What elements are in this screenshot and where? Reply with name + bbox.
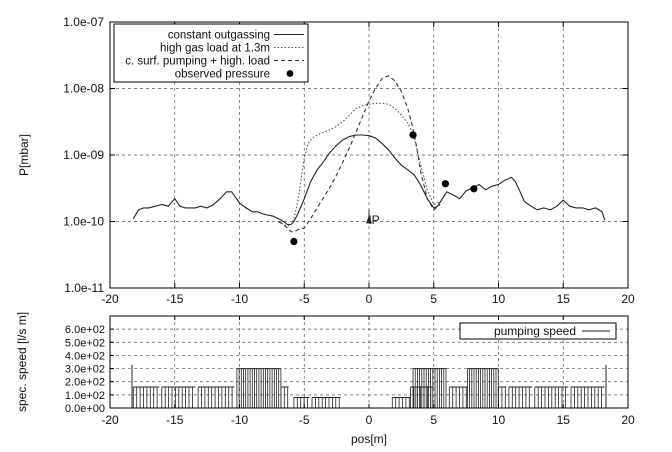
pumping-legend-box	[459, 322, 617, 340]
x-tick-label: -10	[231, 292, 249, 306]
series-line-c-surf-pumping-high-load	[278, 75, 441, 233]
y-tick-label: 1.0e-11	[64, 281, 104, 295]
x-tick-label: -20	[101, 413, 119, 427]
pumping-segment	[391, 396, 411, 408]
observed-pressure-point	[409, 131, 417, 139]
x-tick-label: 15	[557, 292, 571, 306]
observed-pressure-point	[441, 180, 450, 188]
pressure-series	[132, 75, 606, 233]
y-tick-label: 1.0e-08	[63, 82, 104, 96]
y-tick-label: 5.0e+02	[65, 337, 105, 349]
pumping-x-axis-label: pos[m]	[351, 432, 387, 446]
x-tick-label: -5	[299, 413, 310, 427]
observed-pressure-point	[290, 237, 298, 246]
legend-label: observed pressure	[175, 69, 270, 81]
pumping-segment	[311, 396, 341, 408]
pumping-segment	[161, 386, 196, 408]
x-tick-label: 5	[430, 292, 437, 306]
x-tick-label: -15	[166, 292, 184, 306]
pumping-segment	[534, 386, 569, 408]
y-tick-label: 6.0e+02	[65, 324, 105, 336]
y-tick-label: 1.0e-07	[63, 15, 104, 29]
y-tick-label: 1.0e-10	[63, 215, 104, 229]
pumping-segment	[197, 386, 235, 408]
x-tick-label: 0	[366, 413, 373, 427]
legend-label: constant outgassing	[168, 30, 270, 42]
y-tick-label: 1.0e-09	[63, 148, 104, 162]
x-tick-label: 10	[492, 292, 506, 306]
series-line-high-gas-load-at-1-3m	[278, 102, 441, 227]
pumping-series	[131, 364, 607, 408]
y-tick-label: 3.0e+02	[65, 364, 105, 376]
pumping-segment	[412, 368, 447, 408]
pumping-segment	[236, 368, 282, 408]
pumping-panel: -20 -15 -10 -5 0 5 10 15 20 0.0e+001.0e+022.0e+02…	[15, 312, 635, 446]
x-tick-label: -15	[166, 413, 184, 427]
pumping-axis-ticks: -20 -15 -10 -5 0 5 10 15 20 0.0e+001.0e+022.0e+02…	[65, 316, 635, 427]
observed-pressure-point	[470, 185, 478, 193]
series-line-constant-outgassing	[132, 134, 606, 226]
ip-label: IP	[368, 213, 379, 227]
y-tick-label: 1.0e+02	[65, 390, 105, 402]
x-tick-label: 5	[430, 413, 437, 427]
x-tick-label: -5	[299, 292, 310, 306]
pumping-segment	[498, 386, 507, 408]
pumping-segment	[293, 396, 310, 408]
x-tick-label: 15	[557, 413, 571, 427]
observed-points	[290, 131, 478, 246]
legend-label: c. surf. pumping + high. load	[125, 56, 270, 68]
legend-label: pumping speed	[494, 324, 576, 338]
legend-label: high gas load at 1.3m	[160, 43, 270, 55]
pressure-y-axis-label: P[mbar]	[17, 134, 31, 176]
y-tick-label: 4.0e+02	[65, 350, 105, 362]
pumping-segment	[508, 386, 533, 408]
legend-swatch	[286, 70, 294, 77]
y-tick-label: 2.0e+02	[65, 377, 105, 389]
pumping-segment	[570, 386, 605, 408]
pressure-legend-box	[113, 23, 309, 83]
x-tick-label: -20	[101, 292, 119, 306]
y-tick-label: 0.0e+00	[65, 403, 105, 415]
x-tick-label: 10	[492, 413, 506, 427]
pumping-segment	[280, 386, 289, 408]
ip-annotation: IP	[366, 209, 380, 227]
x-tick-label: -10	[231, 413, 249, 427]
pumping-y-axis-label: spec. speed [l/s m]	[15, 312, 29, 412]
x-tick-label: 20	[621, 413, 635, 427]
pumping-segment	[448, 386, 468, 408]
x-tick-label: 0	[366, 292, 373, 306]
pressure-axis-ticks: -20 -15 -10 -5 0 5 10 15 20 1.0e-11 1.0e-10 1.0e-09…	[63, 15, 635, 306]
pumping-segment	[466, 368, 499, 408]
pumping-legend: pumping speed	[459, 322, 617, 340]
pressure-panel: IP -20 -15 -10 -5 0 5 10 15 20 1.0e-11 1.0e-10 1.0e…	[17, 15, 635, 306]
x-tick-label: 20	[621, 292, 635, 306]
pumping-segment	[132, 386, 160, 408]
ip-arrowhead	[366, 215, 372, 224]
pumping-grid	[110, 316, 628, 408]
